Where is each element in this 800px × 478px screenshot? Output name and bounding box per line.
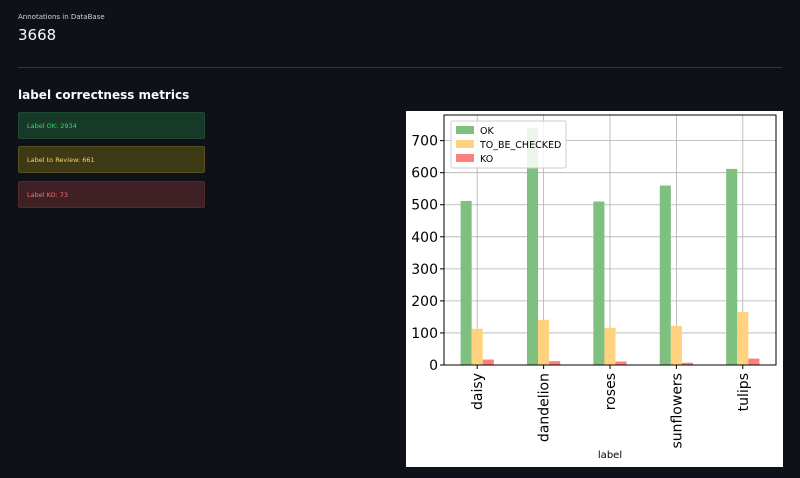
bar-ok	[659, 185, 671, 365]
bar-ko	[549, 361, 561, 365]
y-tick-label: 0	[429, 358, 438, 374]
y-tick-label: 200	[411, 294, 438, 310]
bar-ok	[526, 127, 539, 365]
x-axis-label: label	[598, 450, 622, 461]
bar-ko	[681, 362, 694, 365]
y-tick-label: 100	[411, 326, 438, 342]
x-tick-label: dandelion	[537, 373, 553, 442]
bar-chart-svg: 0 100 200 300 400 500 600 700 daisy dandelion rose…	[411, 114, 777, 461]
legend-swatch	[456, 140, 474, 148]
legend-box	[450, 120, 567, 169]
divider	[18, 67, 782, 68]
legend-swatch	[456, 154, 474, 162]
y-tick-label: 300	[411, 262, 438, 278]
bar-to_be_checked	[737, 312, 749, 365]
metric-value: 3668	[18, 26, 57, 44]
alert-label-review: Label to Review: 661	[18, 146, 205, 173]
x-tick-label: roses	[603, 373, 619, 410]
legend-label: TO_BE_CHECKED	[479, 140, 561, 151]
legend-label: OK	[480, 126, 494, 137]
bar-ok	[593, 201, 605, 365]
bar-ko	[748, 358, 760, 365]
alert-label-ok: Label OK: 2934	[18, 112, 205, 139]
bar-ko	[482, 359, 494, 365]
bar-ko	[615, 361, 627, 365]
y-tick-label: 600	[411, 166, 438, 182]
legend-swatch	[456, 126, 474, 134]
x-tick-label: daisy	[470, 373, 486, 410]
y-tick-label: 700	[411, 134, 438, 150]
metric-label: Annotations in DataBase	[18, 13, 105, 21]
y-tick-label: 400	[411, 230, 438, 246]
section-title: label correctness metrics	[18, 88, 190, 102]
x-tick-label: sunflowers	[669, 373, 685, 449]
y-tick-label: 500	[411, 198, 438, 214]
bar-to_be_checked	[538, 319, 550, 365]
bar-to_be_checked	[670, 325, 682, 365]
bar-to_be_checked	[604, 327, 616, 365]
bar-chart: 0 100 200 300 400 500 600 700 daisy dandelion rose…	[406, 111, 783, 467]
bar-to_be_checked	[471, 328, 483, 365]
bar-ok	[460, 200, 472, 365]
bar-ok	[726, 168, 738, 365]
alert-label-ko: Label KO: 73	[18, 181, 205, 208]
legend-label: KO	[480, 154, 493, 165]
x-tick-label: tulips	[736, 373, 752, 411]
